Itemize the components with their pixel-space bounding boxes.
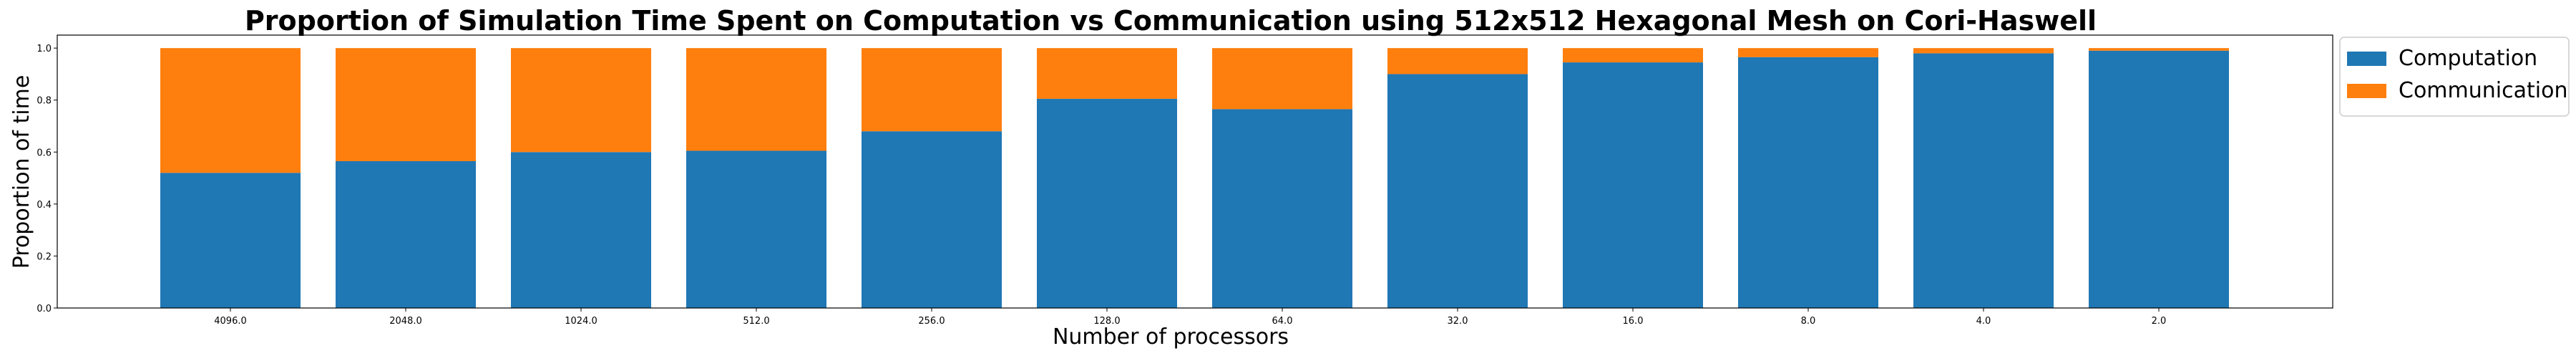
bar-computation-4.0 — [1913, 53, 2054, 309]
bar-communication-32.0 — [1387, 48, 1528, 74]
bar-computation-128.0 — [1037, 98, 1177, 308]
bar-communication-2048.0 — [336, 48, 476, 161]
bar-communication-64.0 — [1212, 48, 1352, 110]
y-tick-label: 0.2 — [36, 251, 52, 262]
bar-computation-8.0 — [1738, 57, 1878, 308]
legend-box — [2339, 37, 2570, 117]
legend-label-computation: Computation — [2399, 46, 2537, 71]
bar-computation-512.0 — [686, 150, 826, 308]
bar-communication-4096.0 — [160, 48, 301, 173]
x-tick-label: 1024.0 — [565, 316, 597, 327]
bar-computation-64.0 — [1212, 109, 1352, 308]
y-axis-label: Proportion of time — [9, 75, 34, 269]
bar-computation-1024.0 — [511, 152, 651, 308]
x-tick-label: 512.0 — [743, 316, 769, 327]
bar-communication-8.0 — [1738, 48, 1878, 57]
x-tick-label: 2048.0 — [389, 316, 422, 327]
chart-title: Proportion of Simulation Time Spent on C… — [245, 5, 2097, 37]
bar-communication-1024.0 — [511, 48, 651, 153]
x-tick-label: 128.0 — [1093, 316, 1120, 327]
bar-communication-4.0 — [1913, 48, 2054, 54]
y-tick-label: 0.0 — [36, 304, 52, 314]
bar-communication-128.0 — [1037, 48, 1177, 99]
x-tick-label: 2.0 — [2152, 316, 2167, 327]
bar-computation-2048.0 — [336, 160, 476, 308]
x-tick-label: 4.0 — [1976, 316, 1991, 327]
plot-frame — [57, 34, 2333, 309]
bar-computation-32.0 — [1387, 74, 1528, 308]
y-tick-label: 0.8 — [36, 96, 52, 107]
bar-communication-2.0 — [2089, 48, 2229, 51]
x-tick-label: 16.0 — [1623, 316, 1644, 327]
legend: Computation Communication — [2339, 37, 2570, 117]
bar-communication-256.0 — [862, 48, 1002, 132]
y-tick-label: 1.0 — [36, 44, 52, 54]
plot-area: 4096.0 2048.0 1024.0 512.0 256.0 128.0 64.0 32.… — [36, 34, 2333, 327]
y-tick-label: 0.6 — [36, 148, 52, 158]
x-tick-label: 256.0 — [918, 316, 945, 327]
legend-swatch-communication — [2347, 84, 2386, 98]
bar-computation-2.0 — [2089, 50, 2229, 309]
x-axis-label: Number of processors — [1053, 324, 1289, 350]
bar-computation-256.0 — [862, 131, 1002, 308]
legend-label-communication: Communication — [2399, 78, 2567, 103]
x-tick-label: 8.0 — [1801, 316, 1816, 327]
x-tick-label: 64.0 — [1272, 316, 1293, 327]
bar-computation-16.0 — [1563, 62, 1703, 308]
bar-communication-512.0 — [686, 48, 826, 151]
x-tick-label: 32.0 — [1448, 316, 1468, 327]
bar-communication-16.0 — [1563, 48, 1703, 63]
legend-swatch-computation — [2347, 52, 2386, 66]
y-tick-label: 0.4 — [36, 200, 52, 211]
x-tick-label: 4096.0 — [214, 316, 247, 327]
bar-computation-4096.0 — [160, 173, 301, 308]
